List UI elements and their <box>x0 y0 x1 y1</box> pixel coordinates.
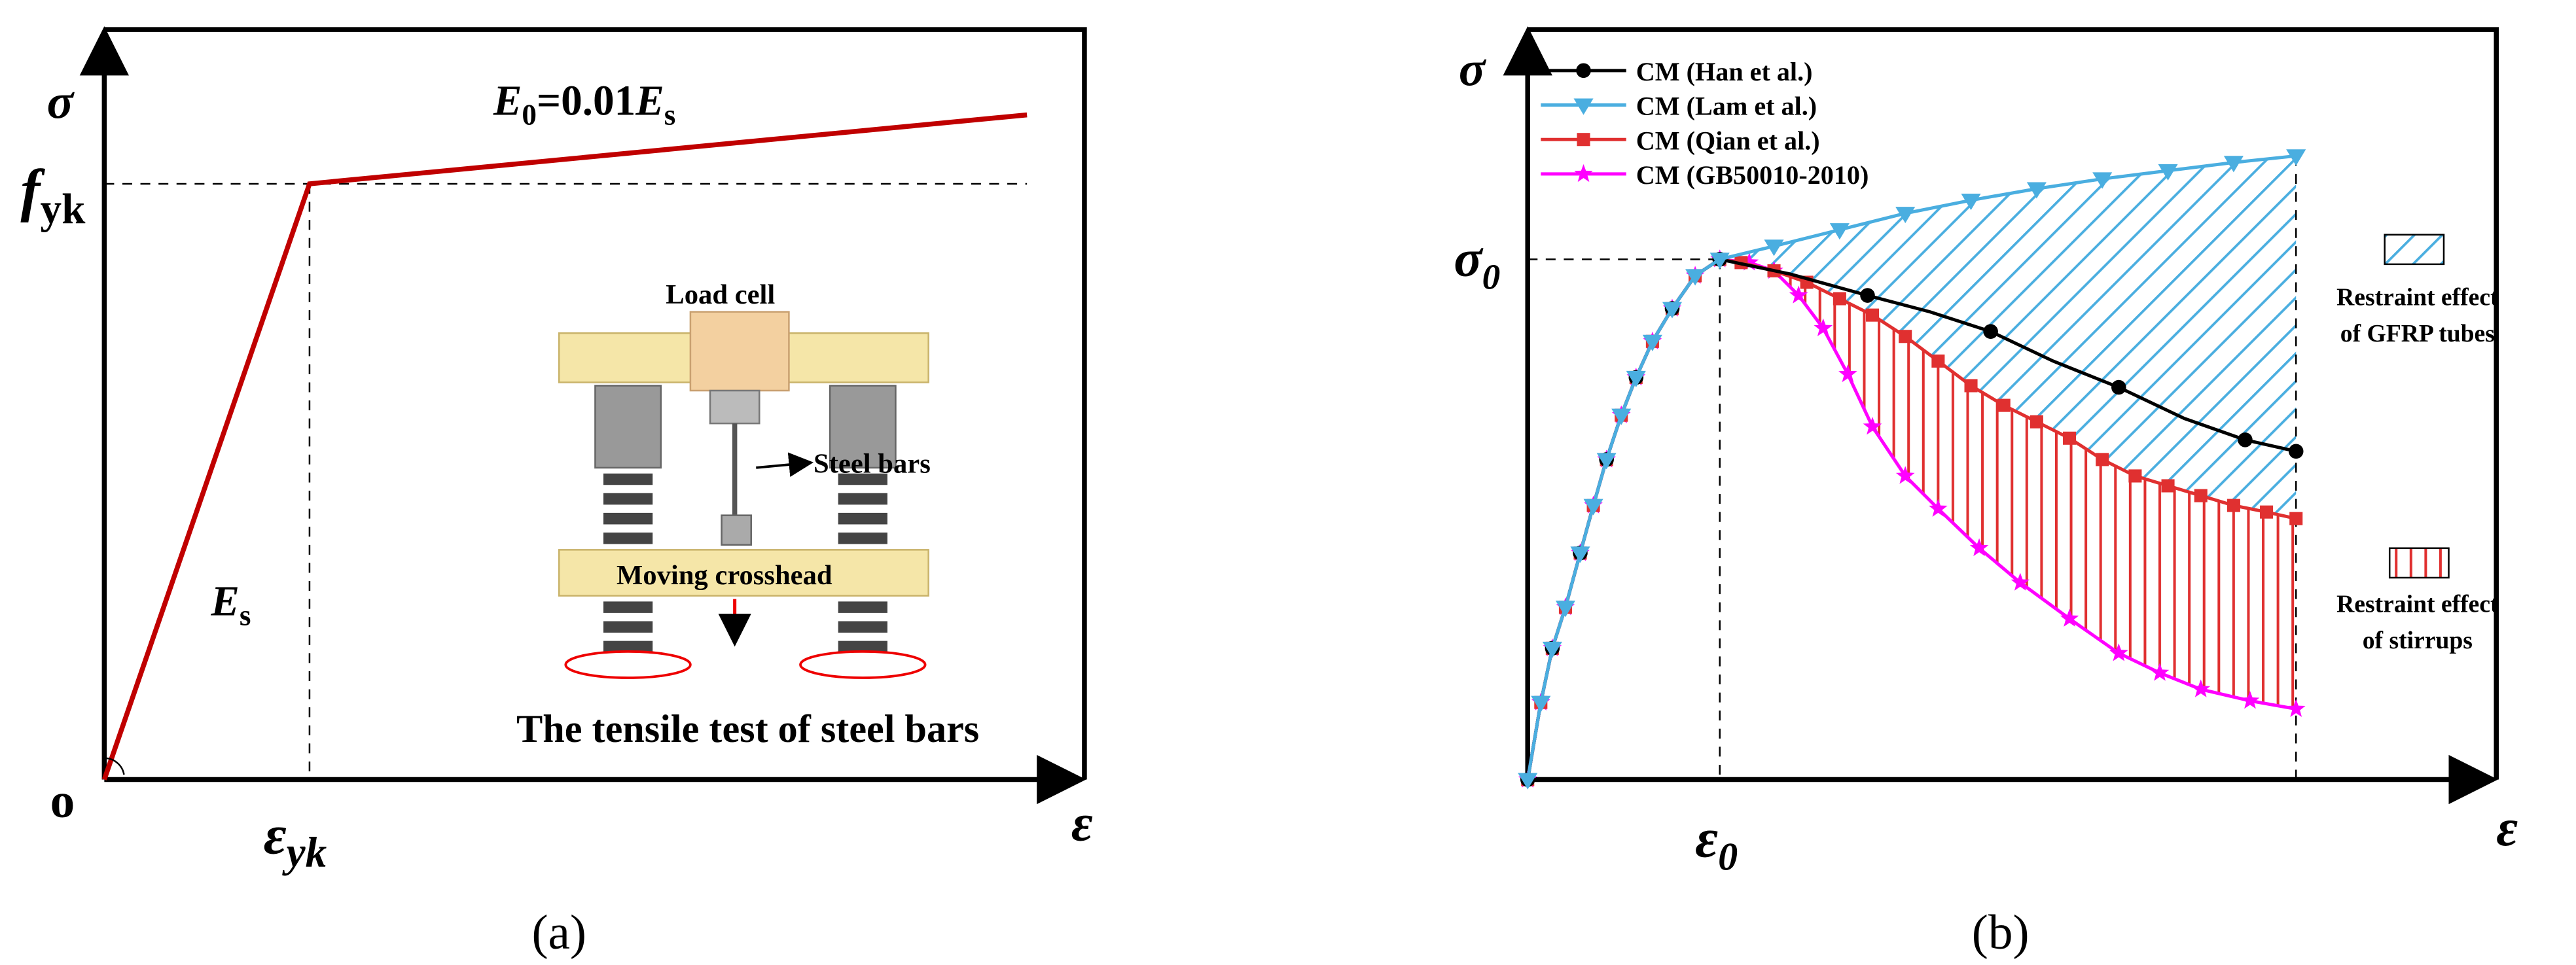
stress-strain-line <box>101 112 1028 781</box>
marker <box>1611 408 1632 425</box>
marker <box>1518 773 1538 790</box>
e0-label: E0=0.01Es <box>493 78 675 132</box>
marker <box>2128 469 2142 483</box>
legend-swatch <box>2388 547 2450 579</box>
marker <box>2092 172 2113 189</box>
marker <box>2060 608 2079 627</box>
marker <box>1961 194 1981 211</box>
marker <box>2286 149 2306 166</box>
eps0-label: ε0 <box>1695 807 1738 879</box>
marker <box>2286 699 2306 717</box>
load-cell-label: Load cell <box>666 279 775 310</box>
marker <box>2011 572 2030 591</box>
legend-label: CM (Qian et al.) <box>1636 126 1820 155</box>
marker <box>2096 453 2109 466</box>
panel-a: σ fyk o εyk ε Es E0=0.01Es Load cell Ste… <box>20 26 1093 960</box>
test-machine <box>558 311 929 679</box>
gfrp-region <box>1719 156 2297 519</box>
legend-label: CM (GB50010-2010) <box>1636 160 1869 190</box>
marker <box>1574 164 1593 183</box>
legend-swatch <box>2384 234 2445 266</box>
marker <box>1642 334 1662 351</box>
marker <box>2109 643 2128 661</box>
marker <box>1596 453 1617 470</box>
marker <box>1997 398 2011 412</box>
marker <box>1542 641 1562 658</box>
marker <box>2191 679 2211 697</box>
marker <box>1838 364 1857 383</box>
marker <box>1929 499 1948 517</box>
marker <box>1983 324 1998 340</box>
region-label: Restraint effect <box>2336 284 2499 311</box>
marker <box>1964 379 1978 393</box>
marker <box>2026 182 2047 199</box>
angle-mark <box>104 757 125 775</box>
marker <box>2030 415 2043 429</box>
marker <box>1531 695 1551 712</box>
sigma0-label: σ0 <box>1454 229 1500 296</box>
marker <box>2289 512 2303 525</box>
x-axis-label: ε <box>2496 799 2518 857</box>
marker <box>1709 253 1730 270</box>
y-axis-label: σ <box>47 75 75 130</box>
marker <box>2150 663 2170 681</box>
marker <box>1899 330 1912 343</box>
marker <box>1969 538 1989 557</box>
frame <box>104 27 1087 780</box>
marker <box>1863 417 1882 435</box>
marker <box>2238 432 2253 447</box>
marker <box>2223 156 2244 173</box>
y-axis-label: σ <box>1459 42 1487 96</box>
marker <box>1860 288 1875 303</box>
marker <box>1570 546 1590 563</box>
marker <box>1829 223 1850 240</box>
marker <box>2240 691 2260 709</box>
region-label: of GFRP tubes <box>2340 320 2495 347</box>
marker <box>1865 308 1880 322</box>
marker <box>2288 444 2304 459</box>
eyk-label: εyk <box>264 804 327 876</box>
marker <box>1740 253 1759 271</box>
marker <box>2227 499 2240 512</box>
marker <box>2111 379 2126 395</box>
fyk-label: fyk <box>20 158 86 233</box>
marker <box>2063 431 2077 445</box>
marker <box>1833 292 1846 306</box>
marker <box>2161 479 2175 493</box>
crosshead-label: Moving crosshead <box>617 560 832 591</box>
marker <box>1626 370 1646 388</box>
legend-label: CM (Lam et al.) <box>1636 92 1817 121</box>
marker <box>1576 63 1591 79</box>
legend-label: CM (Han et al.) <box>1636 57 1813 86</box>
marker <box>1685 269 1706 286</box>
marker <box>1895 207 1916 224</box>
steel-bars-label: Steel bars <box>814 448 931 479</box>
curve <box>1526 154 2297 780</box>
stirrup-region <box>1719 259 2297 709</box>
frame <box>1528 27 2499 780</box>
marker <box>1764 239 1784 256</box>
marker <box>1583 499 1603 516</box>
marker <box>1789 285 1808 304</box>
caption: (a) <box>531 905 586 960</box>
marker <box>1555 601 1575 618</box>
marker <box>1573 98 1594 115</box>
region-label: of stirrups <box>2363 627 2473 654</box>
es-label: Es <box>210 578 251 632</box>
marker <box>1895 466 1915 484</box>
x-axis-label: ε <box>1071 794 1093 852</box>
marker <box>1814 318 1833 336</box>
region-label: Restraint effect <box>2336 591 2499 618</box>
marker <box>1931 354 1945 368</box>
panel-b: σ σ0 ε0 ε Restraint effect of GFRP tubes… <box>1454 26 2518 960</box>
inset-caption: The tensile test of steel bars <box>516 707 979 751</box>
marker <box>1577 133 1590 147</box>
origin-label: o <box>50 774 75 828</box>
marker <box>2158 164 2178 181</box>
marker <box>2194 489 2208 502</box>
caption: (b) <box>1972 905 2030 960</box>
marker <box>2260 505 2274 519</box>
marker <box>1662 302 1683 319</box>
